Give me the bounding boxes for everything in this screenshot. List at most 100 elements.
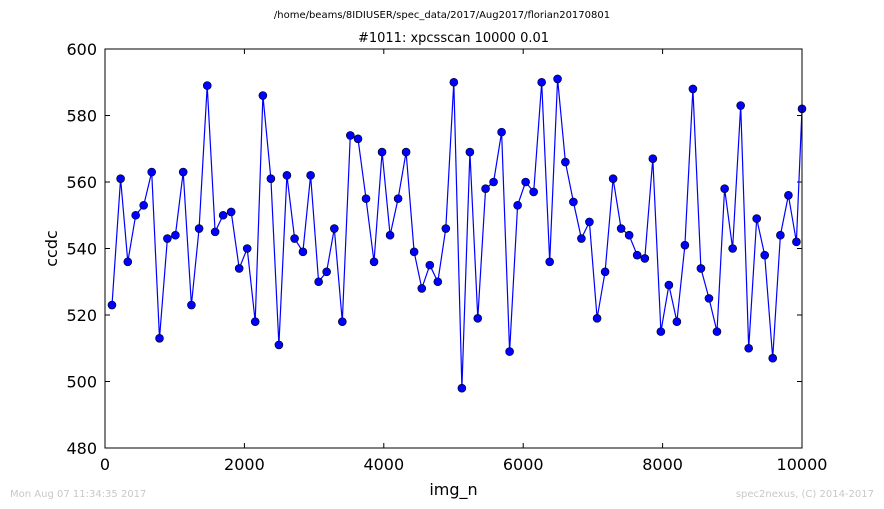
data-point — [752, 214, 761, 223]
data-point — [258, 91, 268, 100]
x-axis-label: img_n — [429, 480, 477, 500]
data-point — [553, 74, 562, 84]
data-point — [465, 147, 475, 157]
data-point — [385, 230, 395, 240]
data-point — [648, 154, 658, 164]
series-line — [111, 78, 803, 389]
data-point — [776, 230, 785, 240]
data-point — [425, 260, 435, 270]
data-point — [226, 207, 236, 217]
data-point — [489, 177, 498, 187]
y-tick-label: 480 — [66, 439, 97, 458]
data-points — [107, 74, 807, 393]
data-point — [346, 131, 355, 140]
data-point — [624, 230, 634, 240]
data-point — [163, 234, 172, 243]
x-tick-label: 0 — [100, 455, 110, 474]
y-tick-label: 560 — [66, 173, 97, 192]
data-point — [202, 81, 212, 90]
data-point — [561, 157, 570, 167]
data-point — [194, 224, 204, 233]
data-point — [521, 177, 530, 187]
data-point — [784, 191, 793, 200]
data-point — [306, 171, 315, 180]
chart-title: #1011: xpcsscan 10000 0.01 — [357, 31, 550, 46]
plot-frame — [104, 48, 803, 449]
data-point — [139, 200, 148, 210]
x-tick-label: 4000 — [363, 455, 404, 474]
x-tick-label: 6000 — [503, 455, 544, 474]
data-point — [680, 240, 690, 250]
data-point — [187, 300, 196, 310]
data-point — [298, 247, 308, 257]
data-point — [664, 280, 674, 290]
data-point — [131, 210, 140, 220]
data-point — [728, 244, 737, 253]
data-point — [736, 101, 745, 110]
series-line-layer — [111, 78, 803, 389]
data-point — [107, 300, 117, 310]
data-point — [712, 327, 722, 336]
axis-ticks — [104, 48, 803, 449]
x-tick-label: 2000 — [224, 455, 265, 474]
data-point — [577, 234, 586, 243]
data-point — [632, 250, 642, 260]
data-point — [744, 343, 753, 353]
data-point — [218, 210, 228, 220]
data-point — [449, 77, 459, 87]
data-point — [330, 224, 339, 233]
data-point — [282, 171, 292, 180]
data-point — [441, 224, 451, 233]
data-point — [672, 317, 682, 326]
data-point — [768, 353, 778, 363]
data-point — [433, 277, 443, 287]
data-point — [481, 184, 490, 193]
data-point — [616, 224, 626, 233]
data-point — [361, 194, 371, 203]
data-point — [792, 237, 801, 247]
data-point — [720, 184, 729, 193]
data-point — [696, 264, 706, 273]
y-tick-label: 600 — [66, 40, 97, 59]
data-point — [178, 167, 188, 177]
y-tick-label: 580 — [66, 107, 97, 126]
data-point — [545, 257, 554, 267]
data-point — [274, 340, 284, 350]
data-point — [656, 327, 666, 336]
data-point — [210, 227, 220, 237]
data-point — [592, 314, 602, 323]
data-point — [457, 383, 467, 393]
data-point — [338, 317, 347, 326]
data-point — [600, 267, 610, 277]
y-tick-label: 520 — [66, 306, 97, 325]
data-point — [353, 134, 363, 144]
data-point — [760, 250, 770, 260]
data-point — [608, 174, 618, 183]
footer-credit: spec2nexus, (C) 2014-2017 — [735, 489, 874, 500]
data-point — [537, 77, 546, 87]
data-point — [640, 254, 650, 263]
y-axis-label: ccdc — [42, 230, 61, 267]
data-point — [116, 174, 125, 183]
data-point — [585, 217, 594, 227]
data-point — [123, 257, 133, 267]
data-point — [473, 314, 483, 323]
data-point — [688, 84, 698, 94]
data-point — [393, 194, 403, 203]
data-point — [417, 284, 427, 293]
data-point — [171, 230, 180, 240]
data-point — [401, 147, 411, 157]
data-point — [314, 277, 323, 287]
chart-suptitle: /home/beams/8IDIUSER/spec_data/2017/Aug2… — [273, 10, 611, 21]
data-point — [377, 147, 387, 157]
footer-timestamp: Mon Aug 07 11:34:35 2017 — [10, 489, 147, 500]
data-point — [234, 264, 244, 273]
data-point — [250, 317, 260, 326]
data-point — [242, 244, 252, 253]
data-point — [322, 267, 331, 277]
tick-labels: 0 2000 4000 6000 8000 10000 480 500 520 540 560 580… — [66, 40, 827, 474]
data-point — [505, 347, 514, 356]
x-tick-label: 8000 — [642, 455, 683, 474]
data-point — [513, 200, 522, 210]
